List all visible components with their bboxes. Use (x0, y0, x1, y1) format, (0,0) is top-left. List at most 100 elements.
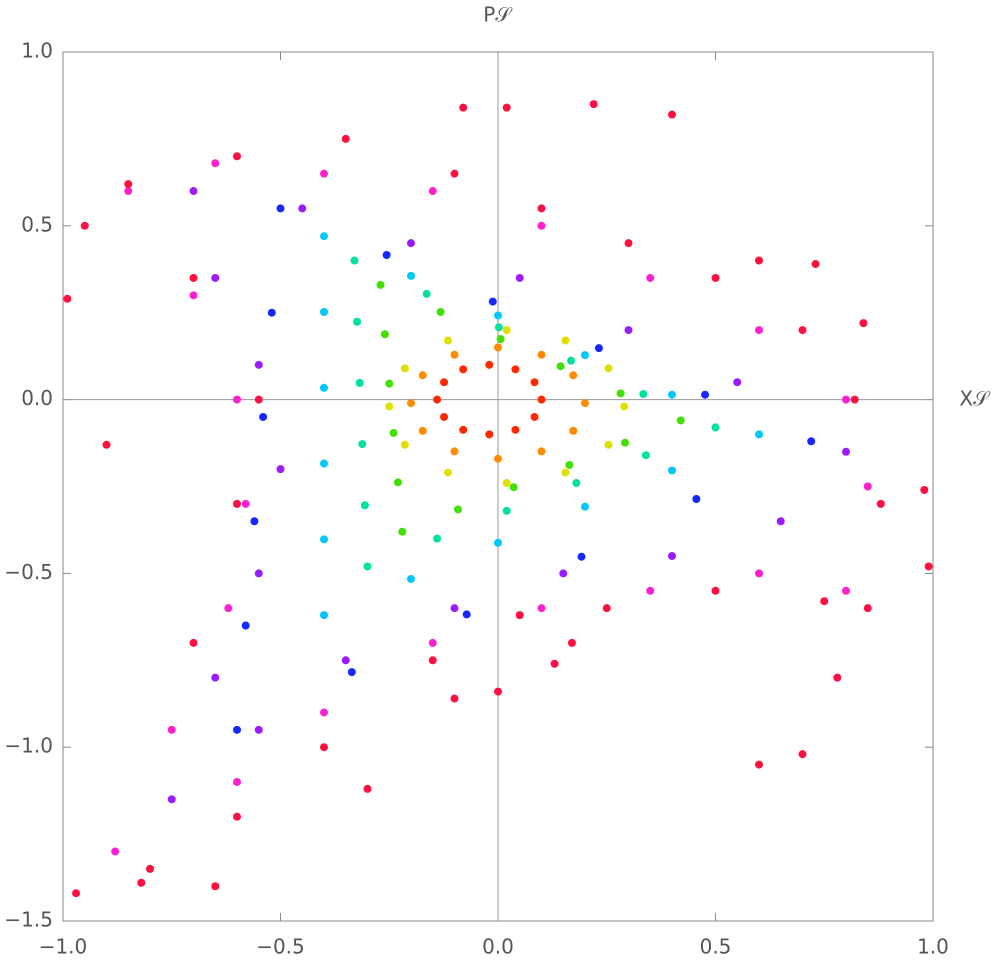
point (436, 308, 445, 317)
point (267, 308, 276, 317)
point (400, 364, 409, 373)
point (485, 430, 494, 439)
point (353, 317, 362, 326)
point (833, 673, 842, 682)
point (850, 395, 859, 404)
point (530, 378, 539, 387)
point (711, 586, 720, 595)
point (443, 336, 452, 345)
point (488, 297, 497, 306)
point (111, 847, 120, 856)
point (798, 750, 807, 759)
point (453, 505, 462, 514)
point (733, 378, 742, 387)
point (604, 440, 613, 449)
y-tick-label: 0.0 (21, 386, 53, 410)
point (450, 694, 459, 703)
point (418, 426, 427, 435)
point (561, 468, 570, 477)
point (450, 604, 459, 613)
point (407, 399, 415, 408)
point (398, 527, 407, 536)
point (561, 336, 570, 345)
point (515, 611, 524, 620)
point (755, 326, 763, 335)
point (124, 180, 133, 189)
x-tick-label: 0.0 (482, 935, 514, 959)
point (450, 350, 459, 359)
point (569, 371, 578, 380)
point (537, 447, 546, 456)
point (233, 812, 241, 821)
point (624, 326, 633, 335)
point (581, 351, 589, 360)
point (494, 323, 503, 332)
point (320, 232, 328, 241)
point (668, 552, 676, 561)
point (556, 362, 565, 371)
point (407, 239, 415, 248)
point (594, 344, 603, 353)
point (559, 569, 568, 578)
point (211, 273, 220, 282)
point (567, 638, 576, 647)
point (422, 289, 431, 298)
point (360, 501, 369, 510)
point (811, 260, 820, 269)
point (711, 273, 720, 282)
point (459, 425, 468, 434)
point (502, 103, 511, 112)
point (428, 638, 437, 647)
point (320, 169, 328, 178)
point (692, 495, 701, 504)
point (124, 187, 133, 196)
point (646, 273, 655, 282)
point (407, 271, 415, 280)
point (80, 221, 89, 230)
point (350, 256, 359, 265)
point (341, 656, 350, 665)
point (167, 795, 176, 804)
point (363, 784, 372, 793)
point (259, 412, 268, 421)
point (433, 534, 442, 543)
point (250, 517, 259, 526)
point (511, 425, 520, 434)
point (400, 440, 409, 449)
point (254, 569, 263, 578)
point (798, 326, 807, 335)
point (320, 743, 328, 752)
point (189, 638, 198, 647)
point (515, 273, 524, 282)
point (189, 291, 198, 300)
point (530, 412, 539, 421)
point (320, 459, 328, 468)
point (355, 378, 364, 387)
y-tick-label: 1.0 (21, 39, 53, 63)
point (572, 479, 581, 488)
point (550, 659, 559, 668)
point (842, 447, 850, 456)
point (63, 294, 72, 303)
point (711, 423, 720, 432)
point (581, 399, 589, 408)
point (418, 371, 427, 380)
point (254, 725, 263, 734)
point (298, 204, 307, 213)
point (276, 465, 285, 474)
point (676, 416, 685, 425)
point (320, 383, 328, 392)
point (581, 502, 589, 511)
point (320, 535, 328, 544)
point (494, 538, 502, 547)
point (358, 440, 367, 449)
point (502, 506, 511, 515)
point (620, 402, 629, 411)
point (389, 428, 398, 437)
point (459, 365, 468, 374)
point (189, 187, 198, 196)
point (450, 169, 459, 178)
point (320, 611, 328, 620)
point (537, 395, 546, 404)
point (241, 499, 250, 508)
